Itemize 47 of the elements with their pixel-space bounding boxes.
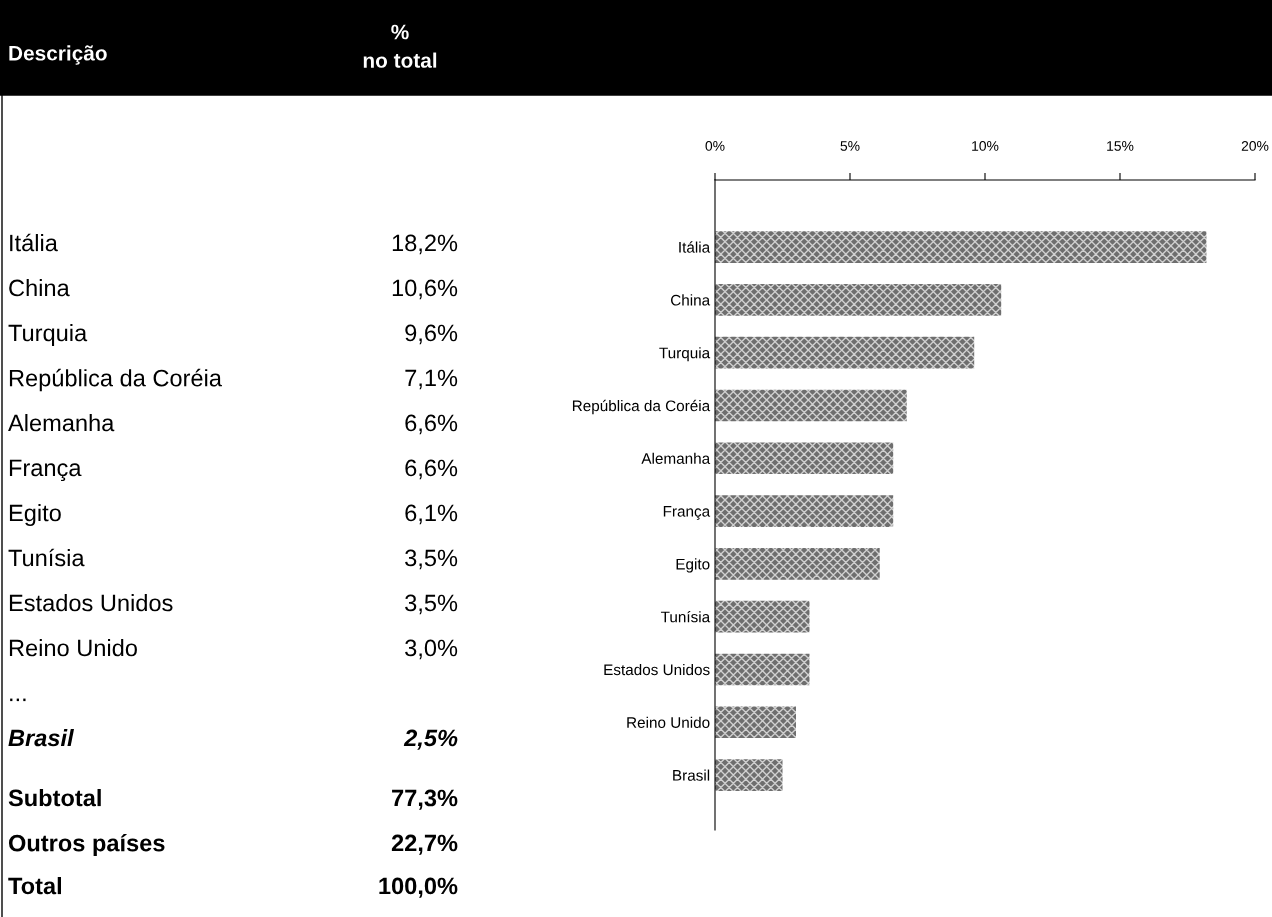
x-tick-label: 15% bbox=[1107, 141, 1134, 151]
y-tick-label: Itália bbox=[679, 241, 711, 253]
text: 6,1% bbox=[405, 504, 458, 525]
x-tick-label: 0% bbox=[705, 141, 725, 151]
text: Subtotal bbox=[8, 788, 101, 807]
category-label: China bbox=[9, 279, 70, 297]
text: 7,1% bbox=[405, 369, 458, 390]
text: 2,5% bbox=[403, 729, 458, 750]
x-tick-label: 10% bbox=[972, 141, 999, 151]
text: Outros países bbox=[8, 833, 165, 857]
text: 18,2% bbox=[392, 234, 458, 255]
y-tick-label: Alemanha bbox=[641, 452, 711, 464]
category-label: Alemanha bbox=[8, 413, 115, 432]
y-tick-label: França bbox=[663, 506, 711, 520]
x-tick-label: 5% bbox=[840, 141, 860, 151]
text: ... bbox=[10, 698, 26, 702]
y-tick-label: Brasil bbox=[673, 769, 710, 781]
text: 3,5% bbox=[405, 594, 458, 615]
text: 6,6% bbox=[405, 459, 458, 480]
text: 22,7% bbox=[391, 834, 458, 855]
y-tick-label: Tunísia bbox=[660, 610, 711, 623]
text: Total bbox=[8, 876, 61, 895]
category-label: Brasil bbox=[8, 728, 75, 747]
category-label: República da Coréia bbox=[9, 368, 222, 392]
category-label: Tunísia bbox=[8, 548, 85, 567]
category-label: Itália bbox=[10, 233, 58, 252]
text: 10,6% bbox=[392, 279, 458, 300]
text: 100,0% bbox=[379, 877, 458, 898]
text: 9,6% bbox=[405, 324, 458, 345]
category-label: Reino Unido bbox=[9, 638, 137, 657]
text: Descrição bbox=[9, 45, 107, 65]
x-tick-label: 20% bbox=[1241, 141, 1269, 151]
text: 6,6% bbox=[405, 414, 458, 435]
y-tick-label: Estados Unidos bbox=[604, 663, 710, 676]
text: 3,0% bbox=[405, 639, 458, 660]
category-label: Estados Unidos bbox=[9, 593, 173, 612]
text: 77,3% bbox=[392, 789, 458, 810]
category-label: Egito bbox=[9, 504, 61, 527]
category-label: Turquia bbox=[8, 324, 88, 347]
y-tick-label: República da Coréia bbox=[572, 399, 711, 415]
text: % no total bbox=[363, 24, 437, 68]
y-tick-label: China bbox=[671, 294, 711, 306]
y-tick-label: Turquia bbox=[659, 347, 711, 362]
y-tick-label: Egito bbox=[676, 558, 710, 573]
category-label: França bbox=[9, 459, 82, 481]
text: 3,5% bbox=[405, 549, 458, 570]
y-tick-label: Reino Unido bbox=[627, 716, 710, 728]
